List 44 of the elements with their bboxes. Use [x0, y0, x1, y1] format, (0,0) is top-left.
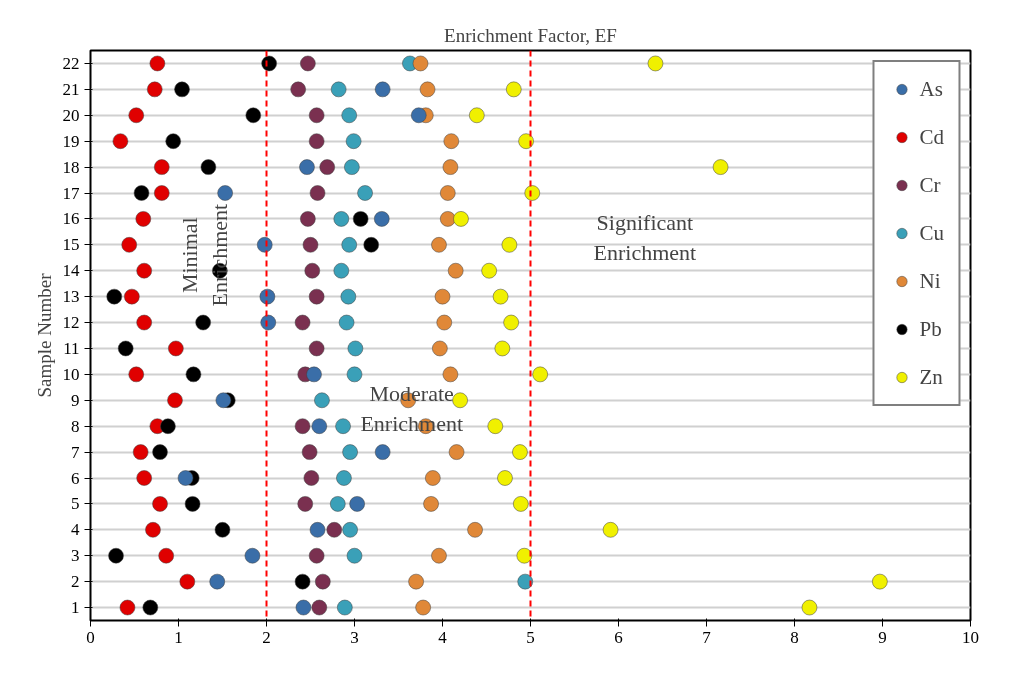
x-tick-label: 8 — [790, 627, 799, 647]
y-tick-label: 18 — [62, 157, 80, 177]
y-tick-label: 21 — [62, 79, 80, 99]
y-axis-title: Sample Number — [33, 272, 55, 398]
x-tick-label: 7 — [702, 627, 712, 647]
y-tick-label: 15 — [62, 235, 80, 255]
x-tick-label: 0 — [86, 627, 95, 647]
legend-label: Cu — [919, 220, 944, 246]
y-tick-label: 8 — [71, 416, 80, 436]
y-tick-label: 5 — [71, 494, 80, 514]
x-tick-label: 5 — [526, 627, 535, 647]
legend-label: Cd — [919, 124, 944, 150]
y-tick-label: 7 — [71, 442, 80, 462]
y-tick-label: 3 — [71, 546, 80, 566]
x-tick-label: 10 — [962, 627, 979, 647]
legend-label: Cr — [919, 172, 941, 198]
legend-label: Pb — [919, 316, 942, 342]
legend-label: Ni — [919, 268, 941, 294]
annotation: Significant Enrichment — [593, 209, 697, 265]
chart-title: Enrichment Factor, EF — [444, 24, 617, 46]
y-tick-label: 16 — [62, 209, 80, 229]
y-tick-label: 13 — [62, 287, 80, 307]
y-tick-label: 17 — [62, 183, 80, 203]
y-tick-label: 22 — [62, 53, 80, 73]
y-tick-label: 12 — [62, 313, 80, 333]
annotation: Minimal Enrichment — [177, 203, 233, 307]
x-tick-label: 9 — [878, 627, 887, 647]
y-tick-label: 14 — [62, 261, 80, 281]
y-tick-label: 6 — [71, 468, 80, 488]
y-tick-label: 4 — [71, 520, 80, 540]
x-tick-label: 6 — [614, 627, 623, 647]
y-tick-label: 9 — [71, 390, 80, 410]
y-tick-label: 19 — [62, 131, 80, 151]
legend-label: As — [919, 76, 943, 102]
x-tick-label: 2 — [262, 627, 271, 647]
x-tick-label: 1 — [174, 627, 183, 647]
y-tick-label: 1 — [71, 598, 80, 618]
x-tick-label: 4 — [438, 627, 448, 647]
legend-label: Zn — [919, 364, 943, 390]
y-tick-label: 10 — [62, 364, 80, 384]
x-tick-label: 3 — [350, 627, 359, 647]
y-tick-label: 20 — [62, 105, 80, 125]
y-tick-label: 11 — [63, 338, 80, 358]
y-tick-label: 2 — [71, 572, 80, 592]
